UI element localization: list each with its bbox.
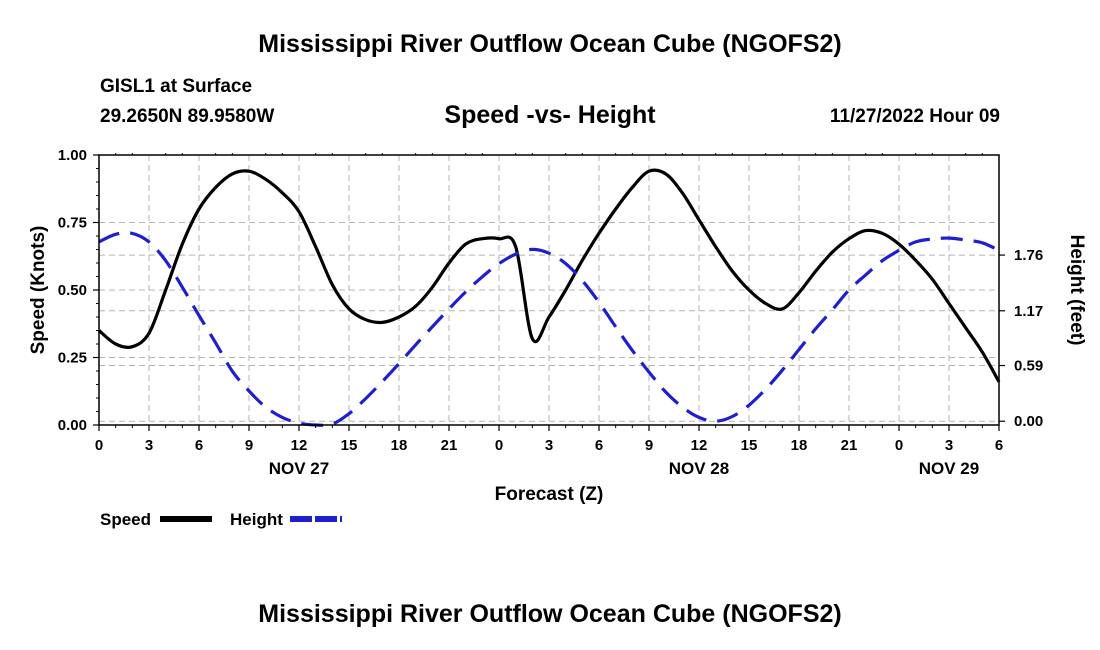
forecast-timestamp: 11/27/2022 Hour 09	[829, 106, 1000, 127]
x-tick-label: 9	[645, 437, 653, 454]
main-title: Mississippi River Outflow Ocean Cube (NG…	[258, 30, 842, 58]
x-tick-label: 6	[595, 437, 603, 454]
y-axis-right-title: Height (feet)	[1066, 235, 1087, 346]
legend-label-height: Height	[230, 510, 283, 529]
y-left-tick-label: 0.25	[58, 350, 87, 367]
y-left-tick-label: 0.75	[58, 215, 87, 232]
x-tick-label: 21	[441, 437, 458, 454]
x-tick-label: 3	[945, 437, 953, 454]
height-series-line	[98, 231, 1000, 427]
x-tick-label: 6	[195, 437, 203, 454]
x-axis-title: Forecast (Z)	[495, 484, 604, 505]
x-tick-label: 6	[995, 437, 1003, 454]
x-tick-label: 15	[341, 437, 358, 454]
y-right-tick-label: 0.59	[1014, 358, 1043, 375]
station-coordinates: 29.2650N 89.9580W	[100, 106, 275, 127]
x-tick-label: 0	[495, 437, 503, 454]
legend: Speed Height	[100, 510, 342, 529]
x-tick-label: 12	[691, 437, 708, 454]
axes: 0 3 6 9 12 15 18 21 0 3 6 9 12 15 18 21 0 3 6 NOV 27 NOV 28 N…	[58, 147, 1043, 478]
station-name: GISL1 at Surface	[100, 76, 253, 97]
y-left-tick-label: 0.00	[58, 417, 87, 434]
date-label: NOV 29	[919, 459, 979, 478]
x-tick-label: 0	[95, 437, 103, 454]
footer-title: Mississippi River Outflow Ocean Cube (NG…	[258, 600, 842, 628]
legend-label-speed: Speed	[100, 510, 151, 529]
x-tick-label: 21	[841, 437, 858, 454]
series-group	[97, 168, 1001, 427]
x-tick-label: 9	[245, 437, 253, 454]
date-label: NOV 27	[269, 459, 329, 478]
y-left-tick-label: 0.50	[58, 282, 87, 299]
x-tick-label: 3	[545, 437, 553, 454]
date-label: NOV 28	[669, 459, 729, 478]
chart-subtitle: Speed -vs- Height	[444, 101, 656, 129]
y-axis-left-title: Speed (Knots)	[28, 226, 49, 355]
speed-series-line	[97, 168, 1001, 383]
x-tick-label: 12	[291, 437, 308, 454]
x-tick-label: 15	[741, 437, 758, 454]
y-right-tick-label: 0.00	[1014, 413, 1043, 430]
y-left-tick-label: 1.00	[58, 147, 87, 164]
y-right-tick-label: 1.76	[1014, 247, 1043, 264]
x-tick-label: 18	[791, 437, 808, 454]
grid-lines	[99, 155, 999, 425]
y-right-tick-label: 1.17	[1014, 303, 1043, 320]
x-tick-label: 3	[145, 437, 153, 454]
x-tick-label: 18	[391, 437, 408, 454]
x-tick-label: 0	[895, 437, 903, 454]
